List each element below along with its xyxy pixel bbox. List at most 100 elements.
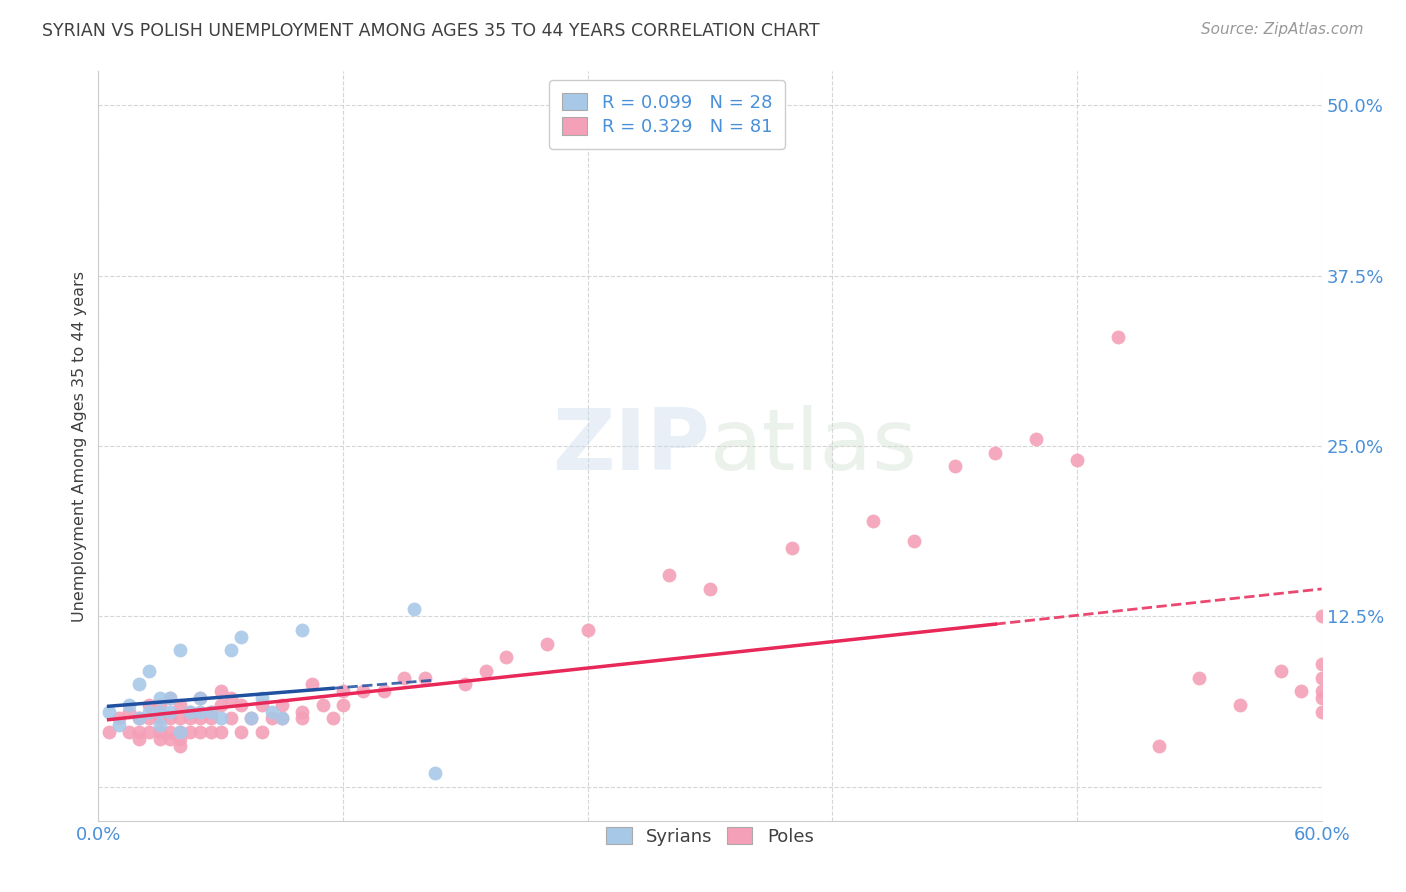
Point bbox=[495, 650, 517, 665]
Point bbox=[149, 718, 172, 732]
Point bbox=[240, 711, 263, 725]
Point bbox=[231, 630, 253, 644]
Point bbox=[159, 731, 181, 746]
Point bbox=[1310, 657, 1333, 671]
Point bbox=[240, 711, 263, 725]
Point bbox=[392, 671, 416, 685]
Point bbox=[1147, 739, 1170, 753]
Point bbox=[149, 711, 172, 725]
Point bbox=[270, 711, 294, 725]
Point bbox=[159, 711, 181, 725]
Point bbox=[179, 705, 201, 719]
Point bbox=[1025, 432, 1047, 446]
Point bbox=[454, 677, 477, 691]
Point bbox=[138, 711, 160, 725]
Point bbox=[159, 691, 181, 706]
Point bbox=[903, 534, 925, 549]
Point bbox=[404, 602, 426, 616]
Point bbox=[231, 725, 253, 739]
Point bbox=[97, 725, 120, 739]
Legend: Syrians, Poles: Syrians, Poles bbox=[596, 816, 824, 856]
Point bbox=[250, 698, 273, 712]
Point bbox=[118, 698, 141, 712]
Point bbox=[179, 725, 201, 739]
Point bbox=[250, 725, 273, 739]
Point bbox=[1310, 609, 1333, 624]
Point bbox=[149, 705, 172, 719]
Point bbox=[118, 705, 141, 719]
Point bbox=[128, 711, 150, 725]
Point bbox=[291, 711, 314, 725]
Point bbox=[270, 698, 294, 712]
Point bbox=[159, 705, 181, 719]
Point bbox=[169, 643, 191, 657]
Point bbox=[332, 698, 354, 712]
Point bbox=[260, 711, 283, 725]
Point bbox=[301, 677, 323, 691]
Point bbox=[149, 691, 172, 706]
Point bbox=[209, 725, 232, 739]
Point bbox=[373, 684, 395, 698]
Point bbox=[200, 705, 222, 719]
Text: ZIP: ZIP bbox=[553, 404, 710, 488]
Point bbox=[169, 731, 191, 746]
Point bbox=[138, 725, 160, 739]
Point bbox=[536, 636, 558, 650]
Point bbox=[1066, 452, 1088, 467]
Point bbox=[1291, 684, 1313, 698]
Point bbox=[250, 691, 273, 706]
Point bbox=[1310, 684, 1333, 698]
Point bbox=[169, 725, 191, 739]
Point bbox=[209, 684, 232, 698]
Point bbox=[209, 711, 232, 725]
Y-axis label: Unemployment Among Ages 35 to 44 years: Unemployment Among Ages 35 to 44 years bbox=[72, 270, 87, 622]
Point bbox=[128, 711, 150, 725]
Point bbox=[699, 582, 721, 596]
Point bbox=[1107, 330, 1129, 344]
Point bbox=[1229, 698, 1251, 712]
Point bbox=[188, 691, 212, 706]
Point bbox=[128, 731, 150, 746]
Point bbox=[219, 711, 242, 725]
Point bbox=[128, 677, 150, 691]
Point bbox=[200, 705, 222, 719]
Point bbox=[169, 725, 191, 739]
Point bbox=[474, 664, 498, 678]
Point bbox=[169, 698, 191, 712]
Point bbox=[1270, 664, 1292, 678]
Point bbox=[332, 684, 354, 698]
Point bbox=[179, 711, 201, 725]
Point bbox=[352, 684, 374, 698]
Point bbox=[423, 766, 446, 780]
Point bbox=[1188, 671, 1211, 685]
Point bbox=[159, 725, 181, 739]
Point bbox=[219, 691, 242, 706]
Point bbox=[108, 718, 131, 732]
Text: atlas: atlas bbox=[710, 404, 918, 488]
Point bbox=[576, 623, 599, 637]
Point bbox=[270, 711, 294, 725]
Point bbox=[138, 705, 160, 719]
Point bbox=[149, 725, 172, 739]
Point bbox=[943, 459, 966, 474]
Point bbox=[291, 623, 314, 637]
Point bbox=[658, 568, 681, 582]
Point bbox=[1310, 671, 1333, 685]
Point bbox=[169, 711, 191, 725]
Point bbox=[138, 664, 160, 678]
Text: SYRIAN VS POLISH UNEMPLOYMENT AMONG AGES 35 TO 44 YEARS CORRELATION CHART: SYRIAN VS POLISH UNEMPLOYMENT AMONG AGES… bbox=[42, 22, 820, 40]
Point bbox=[188, 711, 212, 725]
Point bbox=[118, 725, 141, 739]
Point bbox=[188, 691, 212, 706]
Point bbox=[413, 671, 436, 685]
Point bbox=[1310, 705, 1333, 719]
Point bbox=[209, 698, 232, 712]
Point bbox=[128, 725, 150, 739]
Text: Source: ZipAtlas.com: Source: ZipAtlas.com bbox=[1201, 22, 1364, 37]
Point bbox=[188, 725, 212, 739]
Point bbox=[984, 446, 1007, 460]
Point bbox=[291, 705, 314, 719]
Point bbox=[322, 711, 344, 725]
Point bbox=[231, 698, 253, 712]
Point bbox=[260, 705, 283, 719]
